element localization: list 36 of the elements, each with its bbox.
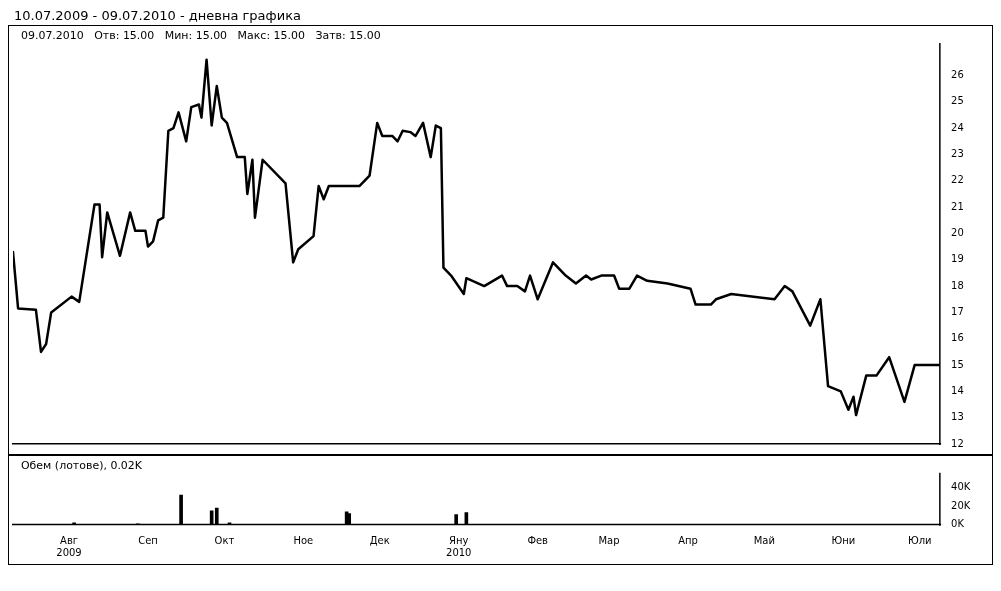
x-tick-label: Ное bbox=[293, 535, 314, 546]
x-tick-label: Юни bbox=[831, 535, 856, 546]
x-tick-label: Мар bbox=[598, 535, 620, 546]
y-tick-label: 12 bbox=[951, 437, 964, 449]
y-tick-label: 21 bbox=[951, 200, 964, 212]
y-tick-label: 26 bbox=[951, 69, 964, 81]
x-tick-label: Апр bbox=[678, 535, 698, 546]
bar bbox=[214, 507, 219, 525]
y-tick-label: 18 bbox=[951, 279, 964, 291]
x-tick-label: Дек bbox=[369, 535, 390, 546]
y-tick-label: 20K bbox=[951, 499, 971, 511]
y-tick-label: 15 bbox=[951, 358, 964, 370]
y-tick-label: 16 bbox=[951, 332, 964, 344]
x-tick-label: Май bbox=[753, 535, 775, 546]
text: Обем (лотове), 0.02K bbox=[20, 459, 143, 473]
y-tick-label: 23 bbox=[951, 148, 964, 160]
x-tick-label: Юли bbox=[907, 535, 932, 546]
text: 09.07.2010 Отв: 15.00 Мин: 15.00 Макс: 15.00 Затв: 15.00 bbox=[20, 29, 381, 43]
x-tick-label: Авг 2009 bbox=[56, 535, 82, 558]
y-tick-label: 14 bbox=[951, 384, 964, 396]
bar bbox=[179, 494, 183, 525]
y-tick-label: 20 bbox=[951, 227, 964, 239]
y-tick-label: 40K bbox=[951, 481, 971, 493]
x-tick-label: Окт bbox=[214, 535, 235, 546]
bar bbox=[454, 514, 458, 525]
y-tick-label: 24 bbox=[951, 121, 964, 133]
x-tick-label: Сеп bbox=[138, 535, 158, 546]
y-tick-label: 25 bbox=[951, 95, 964, 107]
y-tick-label: 19 bbox=[951, 253, 964, 265]
y-tick-label: 22 bbox=[951, 174, 964, 186]
x-tick-label: Фев bbox=[527, 535, 549, 546]
y-tick-label: 0K bbox=[951, 518, 965, 530]
y-tick-label: 13 bbox=[951, 411, 964, 423]
chart-title: 10.07.2009 - 09.07.2010 - дневна графика bbox=[14, 8, 302, 23]
y-tick-label: 17 bbox=[951, 306, 964, 317]
x-tick-label: Яну 2010 bbox=[446, 535, 472, 558]
